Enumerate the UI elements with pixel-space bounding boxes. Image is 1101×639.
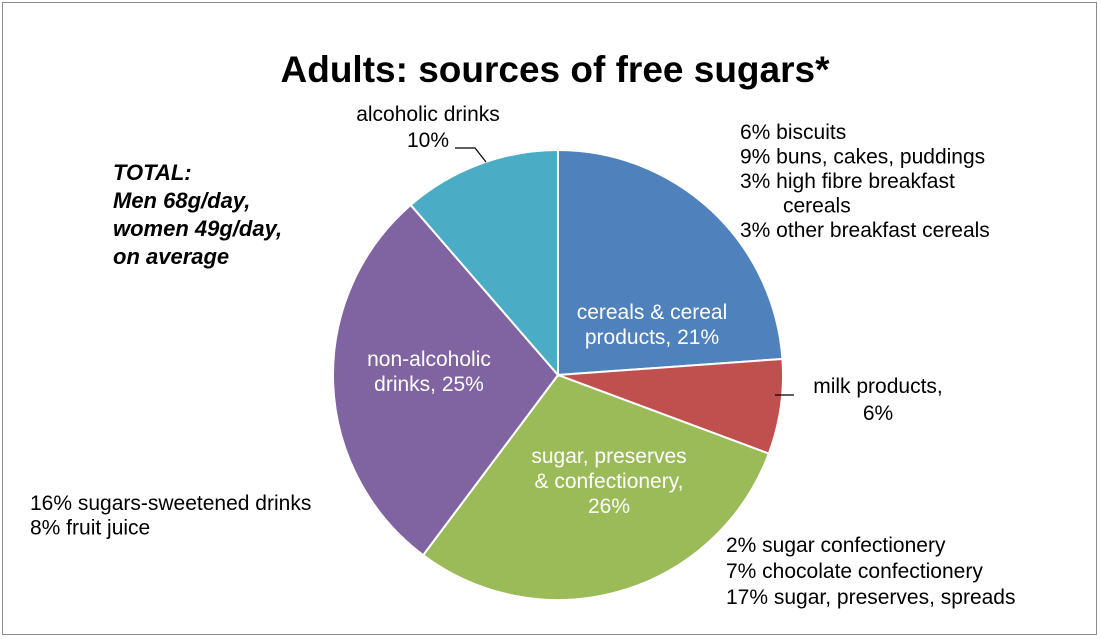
slice-cereals xyxy=(557,148,784,377)
cereals-breakdown-line: 6% biscuits xyxy=(740,121,846,144)
leader-line-alcoholic xyxy=(455,147,487,163)
cereals-breakdown-line: 9% buns, cakes, puddings xyxy=(740,146,985,169)
drinks-breakdown: 16% sugars-sweetened drinks 8% fruit juic… xyxy=(30,492,311,540)
data-label-cereals-line: cereals & cereal xyxy=(577,301,728,324)
slice-sugar xyxy=(421,373,771,601)
data-label-alcoholic-line: 10% xyxy=(407,129,449,152)
sugar-breakdown-line: 2% sugar confectionery xyxy=(726,534,946,557)
data-label-nonalcoholic: non-alcoholic drinks, 25% xyxy=(367,348,491,396)
drinks-breakdown-line: 16% sugars-sweetened drinks xyxy=(30,492,311,515)
data-label-milk-line: 6% xyxy=(863,402,893,425)
total-note-line: Men 68g/day, xyxy=(113,188,250,213)
cereals-breakdown-line: cereals xyxy=(783,195,851,218)
cereals-breakdown: 6% biscuits 9% buns, cakes, puddings 3% hi… xyxy=(740,121,990,242)
cereals-breakdown-line: 3% other breakfast cereals xyxy=(740,219,990,242)
data-label-alcoholic: alcoholic drinks 10% xyxy=(356,103,500,152)
cereals-breakdown-line: 3% high fibre breakfast xyxy=(740,170,955,193)
sugar-breakdown-line: 7% chocolate confectionery xyxy=(726,560,983,583)
data-label-nonalcoholic-line: non-alcoholic xyxy=(367,348,491,371)
chart-title: Adults: sources of free sugars* xyxy=(281,49,831,90)
drinks-breakdown-line: 8% fruit juice xyxy=(30,517,150,540)
slice-alcoholic xyxy=(409,148,559,378)
data-label-sugar: sugar, preserves & confectionery, 26% xyxy=(531,445,686,518)
data-label-milk: milk products, 6% xyxy=(813,375,943,425)
total-note: TOTAL: Men 68g/day, women 49g/day, on avera… xyxy=(113,160,282,269)
data-label-sugar-line: & confectionery, xyxy=(534,470,683,493)
total-note-line: women 49g/day, xyxy=(113,216,282,241)
sugar-breakdown: 2% sugar confectionery 7% chocolate confe… xyxy=(726,534,1016,609)
data-label-cereals-line: products, 21% xyxy=(585,326,719,349)
data-label-sugar-line: sugar, preserves xyxy=(531,445,686,468)
sugar-breakdown-line: 17% sugar, preserves, spreads xyxy=(726,586,1016,609)
slice-nonalcoholic xyxy=(332,203,560,557)
data-label-milk-line: milk products, xyxy=(813,375,943,398)
data-label-sugar-line: 26% xyxy=(588,495,630,518)
total-note-line: on average xyxy=(113,244,229,269)
data-label-alcoholic-line: alcoholic drinks xyxy=(356,103,500,126)
total-note-line: TOTAL: xyxy=(113,160,192,185)
data-label-nonalcoholic-line: drinks, 25% xyxy=(374,373,484,396)
data-label-cereals: cereals & cereal products, 21% xyxy=(577,301,728,349)
